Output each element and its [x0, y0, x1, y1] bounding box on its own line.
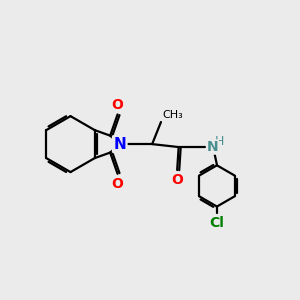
Text: N: N — [113, 136, 126, 152]
Text: O: O — [112, 177, 124, 191]
Text: H: H — [215, 135, 224, 148]
Text: O: O — [171, 173, 183, 187]
Text: O: O — [112, 98, 124, 112]
Text: CH₃: CH₃ — [162, 110, 183, 120]
Text: N: N — [207, 140, 218, 154]
Text: Cl: Cl — [209, 216, 224, 230]
